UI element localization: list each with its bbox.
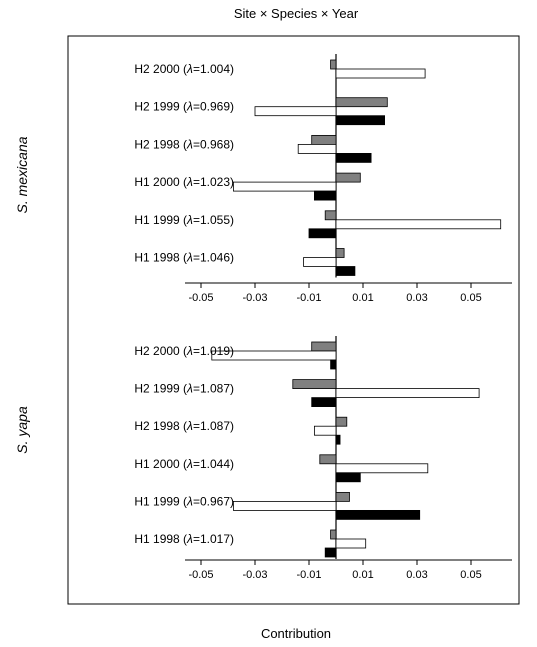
x-tick-label: 0.05 — [460, 292, 481, 304]
group-label: H1 2000 (λ=1.044) — [134, 457, 234, 471]
x-tick-label: -0.03 — [242, 569, 267, 581]
bar — [330, 359, 337, 370]
species-label: S. yapa — [14, 406, 30, 454]
chart-title: Site × Species × Year — [234, 6, 359, 21]
panel-2: S. yapa H2 2000 (λ=1.019) H2 1999 (λ=1.087… — [14, 336, 512, 581]
bar — [324, 210, 337, 221]
bar — [335, 434, 341, 445]
group-label: H2 1999 (λ=0.969) — [134, 100, 234, 114]
x-tick-label: 0.01 — [352, 569, 373, 581]
bar — [232, 500, 337, 511]
bar — [308, 228, 337, 239]
x-tick-label: 0.03 — [406, 292, 427, 304]
panel-1: S. mexicana H2 2000 (λ=1.004) H2 1999 (λ=0… — [14, 54, 512, 304]
x-tick-label: -0.05 — [188, 292, 213, 304]
x-axis-label: Contribution — [261, 626, 331, 641]
x-tick-label: -0.01 — [296, 292, 321, 304]
x-tick-label: -0.01 — [296, 569, 321, 581]
bar — [335, 416, 348, 427]
bar — [335, 266, 356, 276]
bar — [311, 134, 337, 145]
bar — [335, 248, 345, 258]
group-label: H1 1998 (λ=1.017) — [134, 532, 234, 546]
bar — [311, 341, 337, 352]
bar — [311, 397, 337, 408]
group-label: H2 2000 (λ=1.004) — [134, 62, 234, 76]
bar — [335, 172, 361, 183]
bar — [330, 529, 337, 540]
group-label: H2 1998 (λ=1.087) — [134, 419, 234, 433]
bar — [335, 97, 388, 108]
x-tick-label: 0.05 — [460, 569, 481, 581]
group-label: H2 1998 (λ=0.968) — [134, 137, 234, 151]
bar — [232, 181, 337, 192]
bar — [335, 115, 385, 126]
bar — [313, 190, 337, 201]
bar — [324, 547, 337, 558]
group-label: H1 1999 (λ=1.055) — [134, 213, 234, 227]
x-tick-label: -0.05 — [188, 569, 213, 581]
group-label: H1 2000 (λ=1.023) — [134, 175, 234, 189]
bar — [335, 152, 372, 163]
bar — [319, 454, 337, 465]
bar — [335, 472, 361, 483]
bar — [335, 68, 426, 79]
bar — [211, 350, 337, 361]
x-tick-label: 0.03 — [406, 569, 427, 581]
group-label: H2 1999 (λ=1.087) — [134, 382, 234, 396]
bar — [335, 388, 480, 399]
panels: S. mexicana H2 2000 (λ=1.004) H2 1999 (λ=0… — [14, 54, 512, 581]
bar — [335, 219, 502, 230]
species-label: S. mexicana — [14, 136, 30, 213]
bar — [292, 379, 337, 390]
bar — [335, 463, 429, 474]
bar — [335, 538, 367, 549]
bar — [297, 143, 337, 154]
group-label: H1 1999 (λ=0.967) — [134, 494, 234, 508]
bar — [330, 59, 337, 70]
bar — [335, 509, 421, 520]
bar — [254, 106, 337, 117]
bar — [335, 491, 350, 502]
bar — [313, 425, 337, 436]
x-tick-label: -0.03 — [242, 292, 267, 304]
bar — [303, 257, 337, 267]
group-label: H2 2000 (λ=1.019) — [134, 344, 234, 358]
x-tick-label: 0.01 — [352, 292, 373, 304]
plot-frame — [67, 35, 520, 605]
group-label: H1 1998 (λ=1.046) — [134, 251, 234, 265]
